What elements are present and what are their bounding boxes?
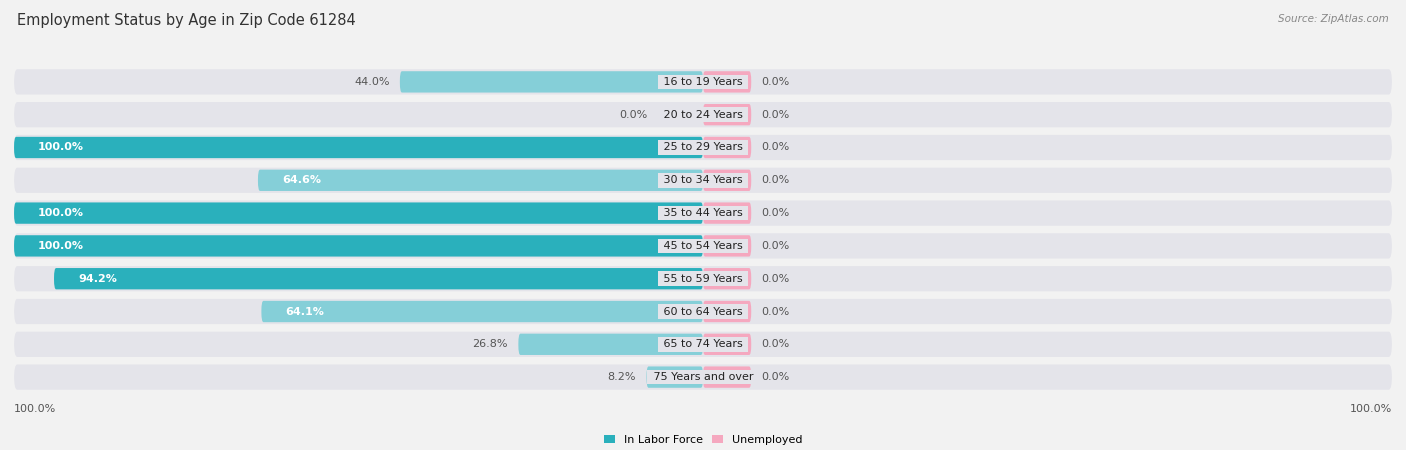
- Text: 0.0%: 0.0%: [762, 143, 790, 153]
- FancyBboxPatch shape: [519, 333, 703, 355]
- Text: Employment Status by Age in Zip Code 61284: Employment Status by Age in Zip Code 612…: [17, 14, 356, 28]
- Text: 25 to 29 Years: 25 to 29 Years: [659, 143, 747, 153]
- Text: 0.0%: 0.0%: [762, 306, 790, 316]
- Text: 60 to 64 Years: 60 to 64 Years: [659, 306, 747, 316]
- FancyBboxPatch shape: [14, 135, 1392, 160]
- FancyBboxPatch shape: [14, 202, 703, 224]
- Text: 65 to 74 Years: 65 to 74 Years: [659, 339, 747, 349]
- Text: 64.1%: 64.1%: [285, 306, 325, 316]
- FancyBboxPatch shape: [703, 268, 751, 289]
- Text: 45 to 54 Years: 45 to 54 Years: [659, 241, 747, 251]
- FancyBboxPatch shape: [647, 366, 703, 388]
- Text: Source: ZipAtlas.com: Source: ZipAtlas.com: [1278, 14, 1389, 23]
- Text: 0.0%: 0.0%: [762, 274, 790, 284]
- FancyBboxPatch shape: [14, 102, 1392, 127]
- FancyBboxPatch shape: [14, 137, 703, 158]
- Text: 55 to 59 Years: 55 to 59 Years: [659, 274, 747, 284]
- FancyBboxPatch shape: [399, 71, 703, 93]
- Text: 0.0%: 0.0%: [762, 241, 790, 251]
- Text: 100.0%: 100.0%: [14, 404, 56, 414]
- FancyBboxPatch shape: [14, 266, 1392, 291]
- FancyBboxPatch shape: [703, 137, 751, 158]
- Text: 0.0%: 0.0%: [762, 208, 790, 218]
- Text: 35 to 44 Years: 35 to 44 Years: [659, 208, 747, 218]
- Text: 8.2%: 8.2%: [607, 372, 636, 382]
- Text: 16 to 19 Years: 16 to 19 Years: [659, 77, 747, 87]
- Text: 0.0%: 0.0%: [762, 176, 790, 185]
- Text: 0.0%: 0.0%: [762, 372, 790, 382]
- FancyBboxPatch shape: [14, 200, 1392, 226]
- Legend: In Labor Force, Unemployed: In Labor Force, Unemployed: [603, 435, 803, 445]
- FancyBboxPatch shape: [703, 366, 751, 388]
- FancyBboxPatch shape: [14, 299, 1392, 324]
- Text: 94.2%: 94.2%: [79, 274, 117, 284]
- FancyBboxPatch shape: [703, 71, 751, 93]
- Text: 75 Years and over: 75 Years and over: [650, 372, 756, 382]
- Text: 44.0%: 44.0%: [354, 77, 389, 87]
- Text: 0.0%: 0.0%: [762, 110, 790, 120]
- Text: 0.0%: 0.0%: [762, 339, 790, 349]
- Text: 100.0%: 100.0%: [38, 143, 84, 153]
- Text: 100.0%: 100.0%: [38, 208, 84, 218]
- FancyBboxPatch shape: [14, 235, 703, 256]
- FancyBboxPatch shape: [14, 168, 1392, 193]
- FancyBboxPatch shape: [703, 235, 751, 256]
- Text: 0.0%: 0.0%: [762, 77, 790, 87]
- FancyBboxPatch shape: [703, 301, 751, 322]
- FancyBboxPatch shape: [703, 202, 751, 224]
- Text: 0.0%: 0.0%: [620, 110, 648, 120]
- FancyBboxPatch shape: [53, 268, 703, 289]
- FancyBboxPatch shape: [257, 170, 703, 191]
- FancyBboxPatch shape: [703, 170, 751, 191]
- FancyBboxPatch shape: [14, 233, 1392, 259]
- Text: 20 to 24 Years: 20 to 24 Years: [659, 110, 747, 120]
- FancyBboxPatch shape: [14, 332, 1392, 357]
- FancyBboxPatch shape: [14, 364, 1392, 390]
- Text: 64.6%: 64.6%: [283, 176, 321, 185]
- Text: 100.0%: 100.0%: [38, 241, 84, 251]
- Text: 30 to 34 Years: 30 to 34 Years: [659, 176, 747, 185]
- FancyBboxPatch shape: [14, 69, 1392, 94]
- FancyBboxPatch shape: [703, 333, 751, 355]
- Text: 26.8%: 26.8%: [472, 339, 508, 349]
- FancyBboxPatch shape: [262, 301, 703, 322]
- FancyBboxPatch shape: [703, 104, 751, 126]
- Text: 100.0%: 100.0%: [1350, 404, 1392, 414]
